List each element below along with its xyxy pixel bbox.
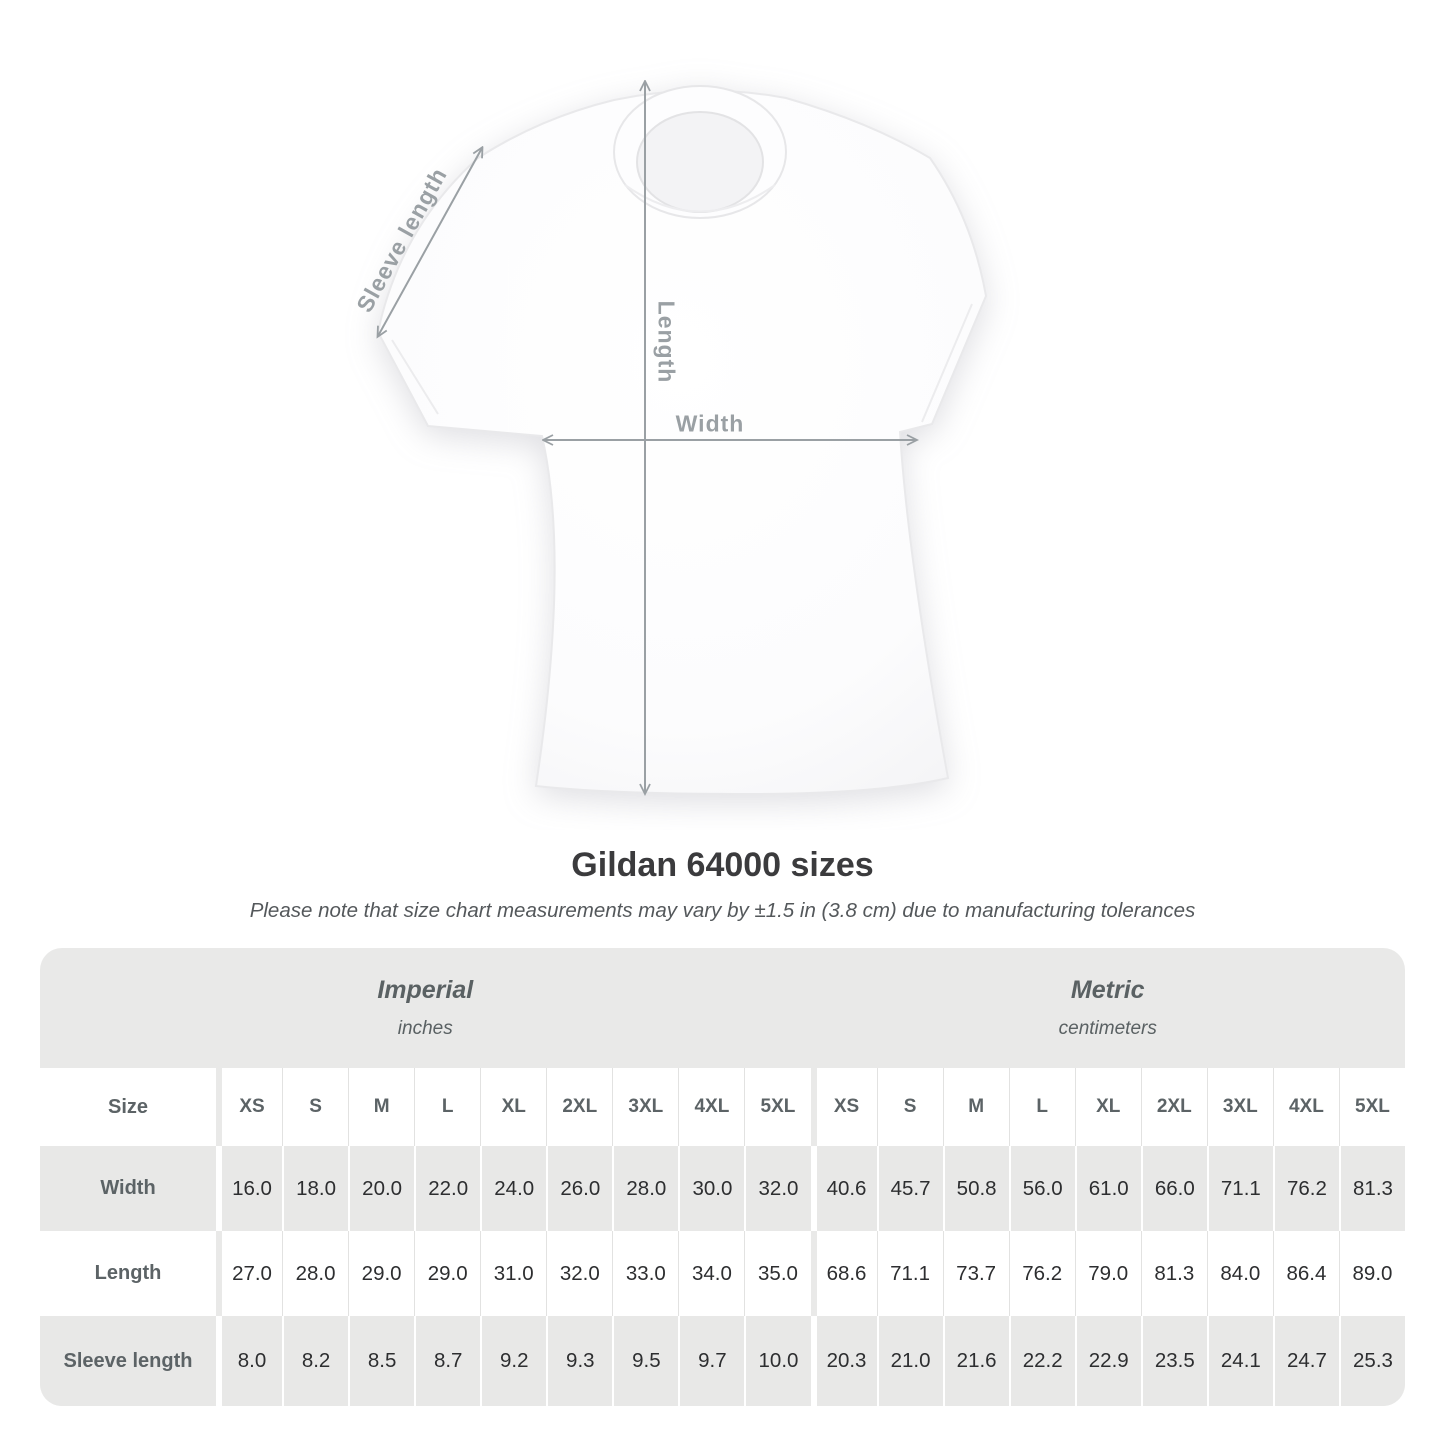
size-value-cell: 81.3 bbox=[1338, 1146, 1405, 1231]
tshirt-measurement-diagram: Sleeve length Length Width bbox=[0, 0, 988, 830]
imperial-group-name: Imperial bbox=[377, 976, 474, 1004]
size-value-cell: 18.0 bbox=[282, 1146, 349, 1231]
size-value-cell: 20.3 bbox=[810, 1316, 877, 1406]
size-table: Imperial inches Metric centimeters Size … bbox=[40, 948, 1405, 1406]
size-header-cell: 2XL bbox=[1140, 1068, 1207, 1146]
size-value-cell: 32.0 bbox=[546, 1231, 613, 1316]
sleeve-length-arrow bbox=[378, 148, 482, 336]
size-value-cell: 66.0 bbox=[1140, 1146, 1207, 1231]
size-header-cell: M bbox=[348, 1068, 415, 1146]
imperial-group-header: Imperial inches bbox=[40, 948, 811, 1068]
size-header-cell: 2XL bbox=[546, 1068, 613, 1146]
size-value-cell: 29.0 bbox=[414, 1231, 481, 1316]
left-sleeve-stitch bbox=[391, 339, 439, 415]
size-header-label: Size bbox=[40, 1068, 216, 1146]
metric-group-header: Metric centimeters bbox=[811, 948, 1406, 1068]
row-label-length: Length bbox=[40, 1231, 216, 1316]
size-value-cell: 68.6 bbox=[810, 1231, 877, 1316]
size-value-cell: 25.3 bbox=[1338, 1316, 1405, 1406]
size-value-cell: 33.0 bbox=[612, 1231, 679, 1316]
table-row-length: Length 27.0 28.0 29.0 29.0 31.0 32.0 33.0 34.0 3… bbox=[40, 1231, 1405, 1316]
width-label: Width bbox=[675, 410, 745, 437]
size-value-cell: 29.0 bbox=[348, 1231, 415, 1316]
size-header-cell: 5XL bbox=[1338, 1068, 1405, 1146]
size-value-cell: 9.3 bbox=[546, 1316, 613, 1406]
size-value-cell: 16.0 bbox=[216, 1146, 283, 1231]
size-value-cell: 28.0 bbox=[612, 1146, 679, 1231]
imperial-group-unit: inches bbox=[397, 1018, 453, 1039]
size-value-cell: 8.2 bbox=[282, 1316, 349, 1406]
table-row-width: Width 16.0 18.0 20.0 22.0 24.0 26.0 28.0 30.0 32… bbox=[40, 1146, 1405, 1231]
size-value-cell: 26.0 bbox=[546, 1146, 613, 1231]
size-value-cell: 24.7 bbox=[1272, 1316, 1339, 1406]
size-value-cell: 71.1 bbox=[876, 1231, 943, 1316]
size-value-cell: 24.0 bbox=[480, 1146, 547, 1231]
size-header-cell: 4XL bbox=[1272, 1068, 1339, 1146]
size-value-cell: 45.7 bbox=[876, 1146, 943, 1231]
size-header-cell: 3XL bbox=[1206, 1068, 1273, 1146]
size-value-cell: 56.0 bbox=[1008, 1146, 1075, 1231]
size-value-cell: 28.0 bbox=[282, 1231, 349, 1316]
size-value-cell: 23.5 bbox=[1140, 1316, 1207, 1406]
size-value-cell: 9.2 bbox=[480, 1316, 547, 1406]
metric-group-name: Metric bbox=[1070, 976, 1145, 1004]
size-value-cell: 40.6 bbox=[810, 1146, 877, 1231]
size-value-cell: 10.0 bbox=[744, 1316, 811, 1406]
size-header-cell: XS bbox=[216, 1068, 283, 1146]
size-header-cell: 5XL bbox=[744, 1068, 811, 1146]
metric-group-unit: centimeters bbox=[1058, 1018, 1157, 1039]
size-value-cell: 35.0 bbox=[744, 1231, 811, 1316]
size-value-cell: 8.0 bbox=[216, 1316, 283, 1406]
size-header-cell: M bbox=[942, 1068, 1009, 1146]
size-value-cell: 34.0 bbox=[678, 1231, 745, 1316]
tshirt-illustration bbox=[0, 0, 988, 830]
size-value-cell: 81.3 bbox=[1140, 1231, 1207, 1316]
size-value-cell: 9.5 bbox=[612, 1316, 679, 1406]
size-header-cell: XS bbox=[810, 1068, 877, 1146]
size-header-cell: L bbox=[414, 1068, 481, 1146]
size-header-cell: L bbox=[1008, 1068, 1075, 1146]
size-value-cell: 9.7 bbox=[678, 1316, 745, 1406]
size-value-cell: 31.0 bbox=[480, 1231, 547, 1316]
size-value-cell: 8.5 bbox=[348, 1316, 415, 1406]
size-value-cell: 22.0 bbox=[414, 1146, 481, 1231]
table-row-sleeve-length: Sleeve length 8.0 8.2 8.5 8.7 9.2 9.3 9.5 9.7 10… bbox=[40, 1316, 1405, 1406]
size-value-cell: 20.0 bbox=[348, 1146, 415, 1231]
size-value-cell: 79.0 bbox=[1074, 1231, 1141, 1316]
size-value-cell: 84.0 bbox=[1206, 1231, 1273, 1316]
size-value-cell: 71.1 bbox=[1206, 1146, 1273, 1231]
length-label: Length bbox=[653, 300, 680, 384]
size-value-cell: 21.0 bbox=[876, 1316, 943, 1406]
size-value-cell: 22.9 bbox=[1074, 1316, 1141, 1406]
size-header-cell: 4XL bbox=[678, 1068, 745, 1146]
size-value-cell: 76.2 bbox=[1008, 1231, 1075, 1316]
size-value-cell: 30.0 bbox=[678, 1146, 745, 1231]
size-value-cell: 61.0 bbox=[1074, 1146, 1141, 1231]
size-header-cell: S bbox=[876, 1068, 943, 1146]
size-header-cell: XL bbox=[480, 1068, 547, 1146]
size-value-cell: 86.4 bbox=[1272, 1231, 1339, 1316]
size-value-cell: 76.2 bbox=[1272, 1146, 1339, 1231]
size-value-cell: 21.6 bbox=[942, 1316, 1009, 1406]
size-value-cell: 50.8 bbox=[942, 1146, 1009, 1231]
size-header-row: Size XS S M L XL 2XL 3XL 4XL 5XL XS S M L XL 2XL 3XL 4XL… bbox=[40, 1068, 1405, 1146]
size-value-cell: 24.1 bbox=[1206, 1316, 1273, 1406]
row-label-width: Width bbox=[40, 1146, 216, 1231]
size-value-cell: 73.7 bbox=[942, 1231, 1009, 1316]
size-header-cell: S bbox=[282, 1068, 349, 1146]
unit-group-header-row: Imperial inches Metric centimeters bbox=[40, 948, 1405, 1068]
page-title: Gildan 64000 sizes bbox=[571, 846, 874, 884]
size-value-cell: 22.2 bbox=[1008, 1316, 1075, 1406]
size-value-cell: 89.0 bbox=[1338, 1231, 1405, 1316]
tolerance-note: Please note that size chart measurements… bbox=[249, 899, 1196, 922]
right-sleeve-stitch bbox=[921, 303, 973, 423]
size-value-cell: 27.0 bbox=[216, 1231, 283, 1316]
size-header-cell: 3XL bbox=[612, 1068, 679, 1146]
size-value-cell: 8.7 bbox=[414, 1316, 481, 1406]
size-header-cell: XL bbox=[1074, 1068, 1141, 1146]
row-label-sleeve-length: Sleeve length bbox=[40, 1316, 216, 1406]
collar-inner bbox=[636, 111, 764, 213]
size-value-cell: 32.0 bbox=[744, 1146, 811, 1231]
